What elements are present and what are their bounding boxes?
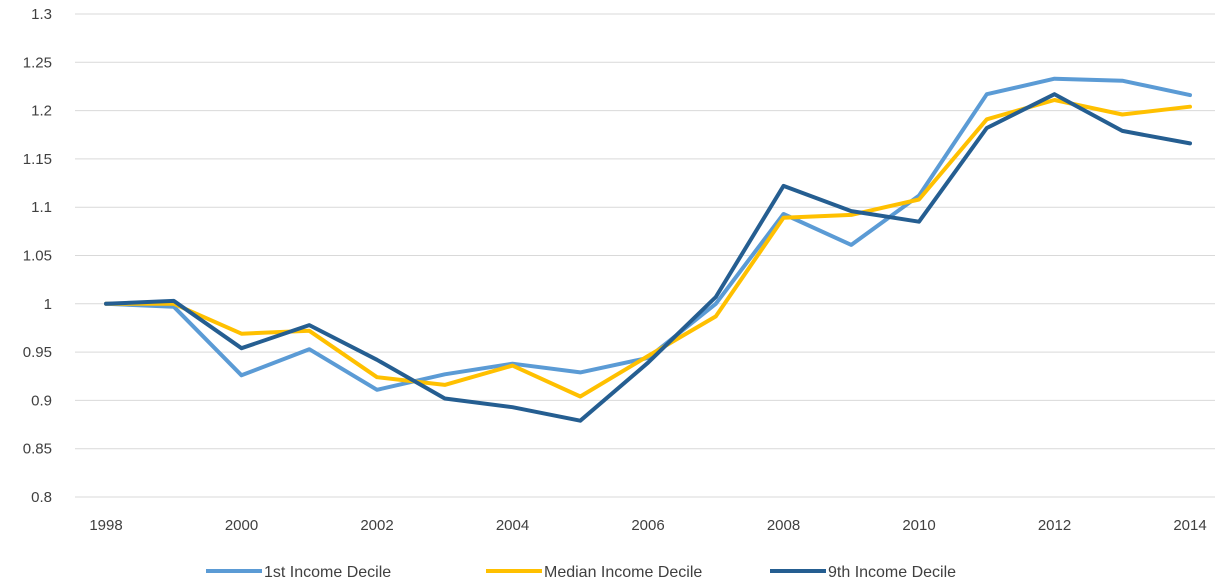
y-tick-label: 1.25 (23, 54, 52, 71)
x-tick-label: 1998 (89, 517, 122, 534)
x-tick-label: 2006 (631, 517, 664, 534)
x-tick-label: 2000 (225, 517, 258, 534)
series-line-3 (104, 92, 1192, 423)
y-tick-label: 1.2 (31, 103, 52, 120)
series-lines (104, 76, 1192, 423)
y-tick-label: 0.9 (31, 392, 52, 409)
series-line-1 (104, 76, 1192, 392)
x-tick-label: 2014 (1173, 517, 1206, 534)
x-tick-label: 2008 (767, 517, 800, 534)
legend-label: 9th Income Decile (828, 564, 956, 581)
y-tick-label: 1.3 (31, 6, 52, 23)
x-tick-label: 2004 (496, 517, 529, 534)
legend: 1st Income Decile Median Income Decile 9th… (206, 564, 956, 581)
y-tick-label: 0.85 (23, 441, 52, 458)
y-tick-label: 1 (44, 296, 52, 313)
y-axis-tick-labels: 0.8 0.85 0.9 0.95 1 1.05 1.1 1.15 1.2 1.25 1.3 (23, 6, 52, 506)
y-tick-label: 0.8 (31, 489, 52, 506)
x-tick-label: 2010 (902, 517, 935, 534)
gridlines (75, 13, 1215, 498)
legend-label: Median Income Decile (544, 564, 702, 581)
x-tick-label: 2012 (1038, 517, 1071, 534)
y-tick-label: 1.1 (31, 199, 52, 216)
y-tick-label: 1.15 (23, 151, 52, 168)
x-axis-tick-labels: 1998 2000 2002 2004 2006 2008 2010 2012 2014 (89, 517, 1206, 534)
y-tick-label: 0.95 (23, 344, 52, 361)
legend-label: 1st Income Decile (264, 564, 391, 581)
x-tick-label: 2002 (360, 517, 393, 534)
y-tick-label: 1.05 (23, 248, 52, 265)
